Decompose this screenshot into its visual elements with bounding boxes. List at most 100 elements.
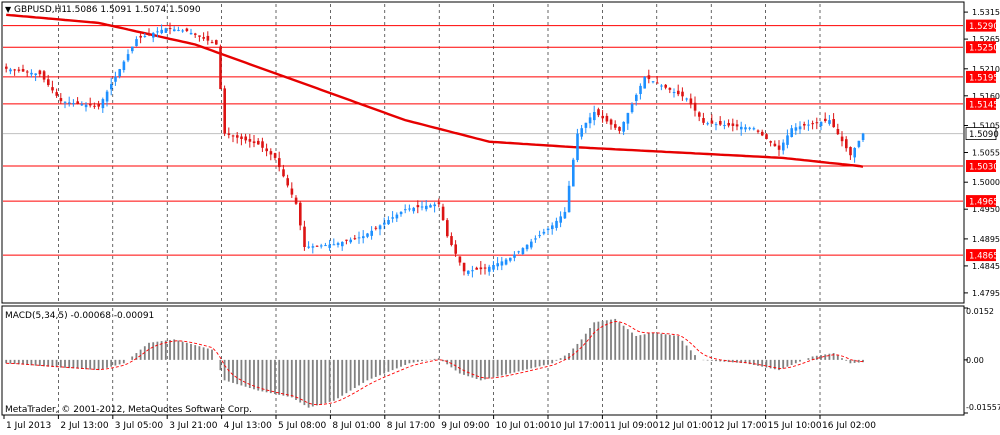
bull-candle	[782, 142, 785, 151]
bull-candle	[433, 204, 436, 207]
bull-candle	[177, 29, 180, 31]
bear-candle	[315, 245, 319, 247]
bull-candle	[807, 124, 810, 126]
bear-candle	[727, 123, 730, 126]
level-label: 1.5250	[969, 44, 999, 54]
bull-candle	[110, 84, 113, 90]
bull-candle	[857, 140, 861, 147]
bear-candle	[647, 75, 651, 80]
bear-candle	[710, 120, 714, 124]
level-label: 1.5290	[969, 22, 999, 32]
bear-candle	[219, 46, 222, 90]
bear-candle	[681, 91, 684, 97]
bear-candle	[677, 90, 680, 95]
bear-candle	[17, 69, 21, 71]
bull-candle	[740, 126, 743, 130]
bull-candle	[173, 29, 176, 32]
bull-candle	[387, 220, 390, 225]
bull-candle	[521, 248, 525, 255]
bull-candle	[744, 127, 747, 130]
bear-candle	[257, 140, 260, 145]
x-tick-label: 8 Jul 17:00	[387, 421, 436, 431]
bull-candle	[798, 126, 802, 130]
macd-y-tick-label: -0.01557	[966, 403, 1000, 412]
bull-candle	[357, 237, 361, 239]
bear-candle	[51, 87, 54, 91]
x-tick-label: 1 Jul 2013	[6, 421, 51, 431]
bull-candle	[819, 121, 823, 127]
bull-candle	[488, 266, 491, 272]
bear-candle	[47, 79, 50, 85]
x-tick-label: 3 Jul 05:00	[115, 421, 164, 431]
macd-panel-frame	[1, 305, 965, 416]
bull-candle	[307, 246, 310, 248]
bear-candle	[240, 136, 243, 139]
bull-candle	[114, 76, 117, 82]
bull-candle	[181, 30, 184, 32]
bear-candle	[845, 139, 848, 149]
bear-candle	[261, 141, 264, 148]
bear-candle	[282, 169, 285, 177]
bull-candle	[551, 225, 554, 230]
bear-candle	[231, 135, 235, 137]
bear-candle	[618, 126, 621, 131]
x-tick-label: 3 Jul 21:00	[169, 421, 218, 431]
bull-candle	[9, 69, 12, 72]
bear-candle	[210, 42, 214, 44]
bull-candle	[34, 73, 37, 75]
bull-candle	[517, 251, 520, 253]
grid-layer	[58, 4, 821, 413]
bear-candle	[223, 88, 226, 134]
level-label: 1.5030	[969, 163, 999, 173]
bull-candle	[68, 102, 71, 104]
bear-candle	[97, 103, 100, 107]
bull-candle	[101, 99, 105, 109]
bull-candle	[467, 270, 470, 274]
bull-candle	[105, 91, 109, 102]
bear-candle	[601, 115, 604, 119]
bull-candle	[349, 239, 352, 243]
bull-candle	[685, 98, 688, 100]
copyright-text: MetaTrader, © 2001-2012, MetaQuotes Soft…	[5, 405, 252, 415]
bull-candle	[492, 265, 495, 270]
bull-candle	[790, 128, 793, 138]
bear-candle	[475, 267, 478, 270]
bull-candle	[395, 214, 399, 219]
level-label-box	[966, 70, 996, 83]
macd-y-tick-label: 0.0152	[966, 307, 994, 316]
x-tick-label: 16 Jul 02:00	[822, 421, 876, 431]
y-tick-label: 1.5210	[972, 65, 1000, 74]
bull-candle	[504, 259, 508, 265]
bull-candle	[593, 112, 596, 121]
y-tick-label: 1.5160	[972, 92, 1000, 101]
bull-candle	[794, 127, 798, 131]
level-label: 1.5145	[969, 100, 999, 110]
bear-candle	[303, 226, 306, 247]
bear-candle	[614, 124, 617, 128]
bull-candle	[80, 104, 84, 106]
bear-candle	[803, 123, 806, 126]
bull-candle	[391, 217, 394, 219]
level-label: 1.4965	[969, 198, 999, 208]
bear-candle	[244, 136, 247, 141]
x-tick-label: 5 Jul 08:00	[278, 421, 327, 431]
bull-candle	[660, 85, 663, 87]
bull-candle	[538, 235, 541, 237]
bull-candle	[378, 225, 382, 230]
bull-candle	[412, 207, 415, 212]
bull-candle	[383, 222, 386, 225]
bull-candle	[370, 230, 373, 236]
dropdown-arrow-icon[interactable]: ▼	[5, 5, 12, 14]
bull-candle	[164, 28, 168, 33]
bull-candle	[630, 103, 634, 113]
bear-candle	[656, 82, 659, 84]
bull-candle	[723, 125, 726, 127]
y-tick-label: 1.4895	[972, 235, 1000, 244]
bear-candle	[668, 87, 672, 90]
bull-candle	[563, 211, 567, 219]
x-tick-label: 9 Jul 09:00	[441, 421, 490, 431]
bear-candle	[353, 238, 357, 240]
x-tick-label: 10 Jul 17:00	[550, 421, 604, 431]
bear-candle	[202, 37, 205, 39]
